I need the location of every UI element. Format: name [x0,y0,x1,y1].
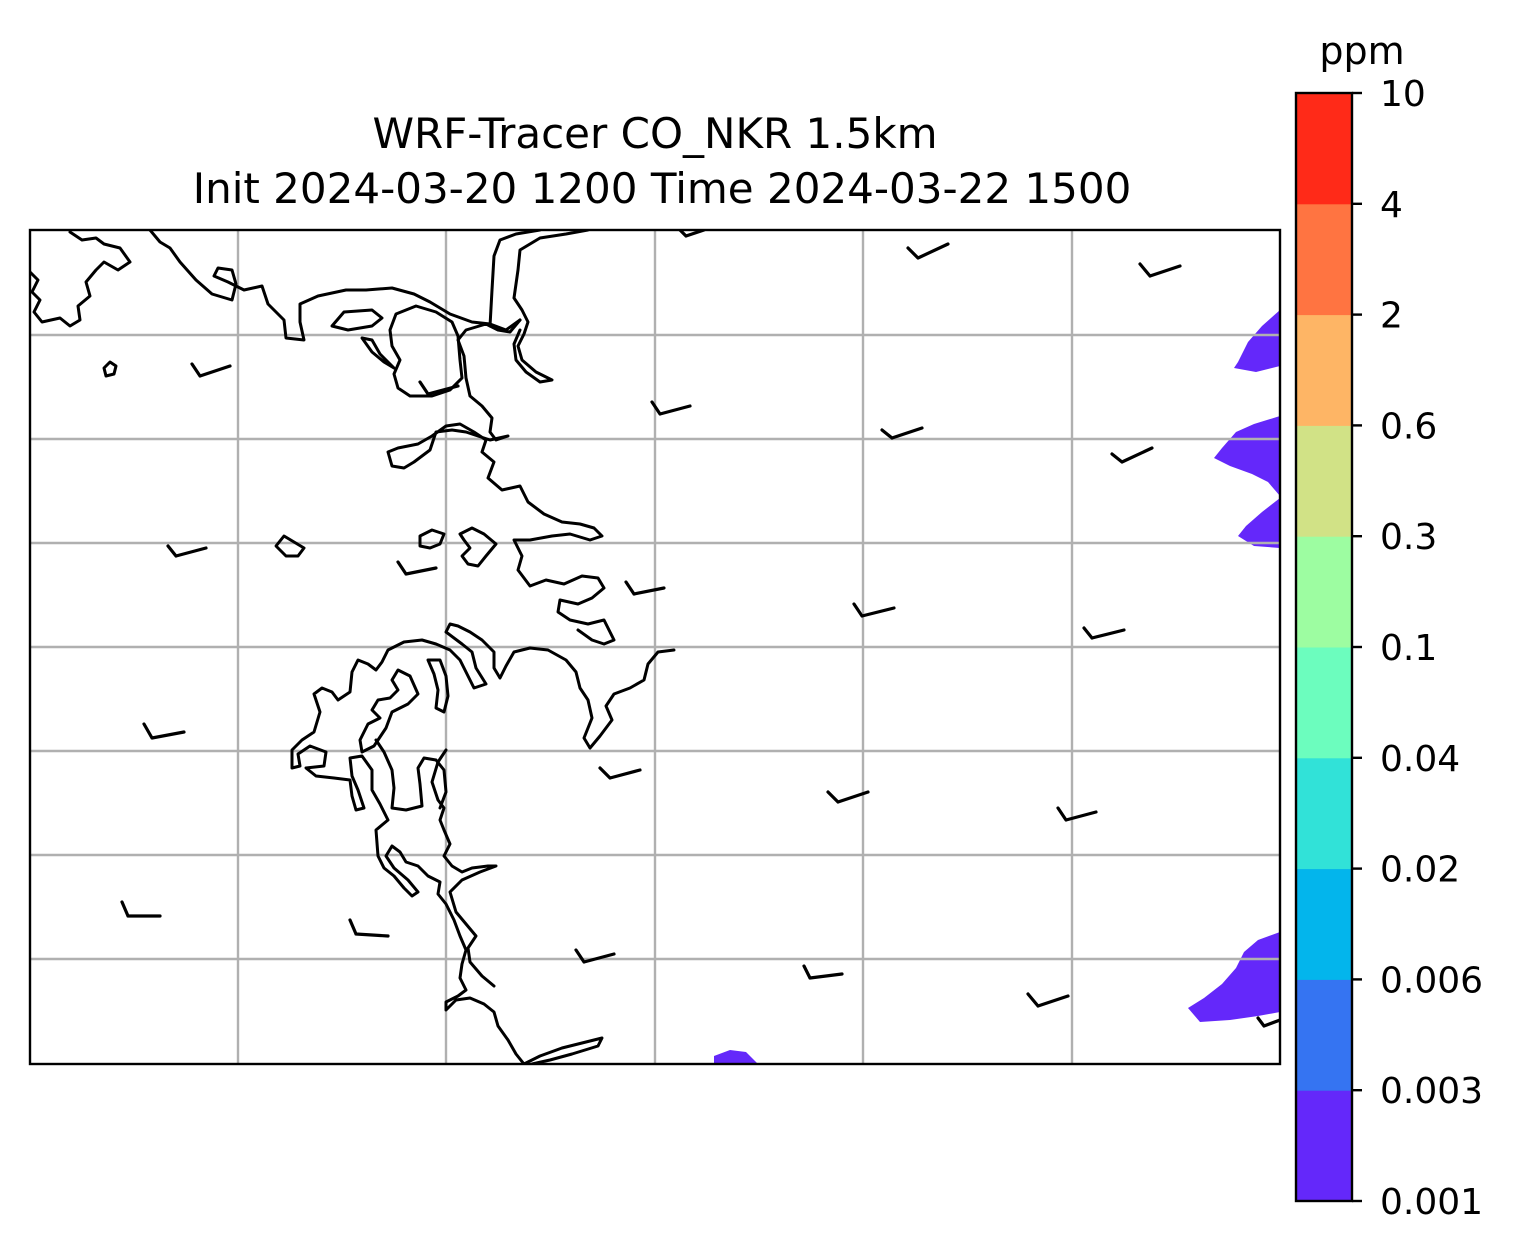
wind-barb [574,948,616,964]
coastline-west-coast [430,748,498,988]
wind-barbs [120,230,1280,1028]
colorbar-tick-label: 0.3 [1380,517,1437,558]
colorbar-tick-label: 0.001 [1380,1182,1483,1223]
wind-barb [852,602,896,618]
colorbar-band [1296,647,1352,759]
colorbar-tick-label: 0.1 [1380,628,1437,669]
colorbar-band [1296,203,1352,316]
wind-barb [1256,1016,1280,1028]
tracer-region-right-lower [1188,932,1280,1022]
coastline-inlet [330,308,384,332]
wind-barb [120,900,162,918]
colorbar-band [1296,93,1352,205]
wind-barb [1056,806,1098,822]
coastline-river-n [488,230,590,384]
wind-barb [826,790,870,804]
wind-barb [142,722,186,740]
coastline-bay [374,738,448,812]
wind-barb [396,560,438,576]
colorbar-tick-label: 0.6 [1380,406,1437,447]
wind-barb [624,580,666,596]
coastline-island3 [274,534,306,558]
coastline-north [30,230,522,342]
tracer-fill-regions [714,310,1280,1064]
coastline-bay2 [358,668,420,754]
figure-title-line2: Init 2024-03-20 1200 Time 2024-03-22 150… [193,164,1132,213]
colorbar-unit-label: ppm [1319,29,1404,73]
colorbar-band [1296,314,1352,426]
wind-barb [1138,262,1182,278]
colorbar-band [1296,425,1352,537]
figure-title-line1: WRF-Tracer CO_NKR 1.5km [372,109,937,158]
coastline-island1 [418,528,446,550]
colorbar-band [1296,757,1352,870]
tracer-region-right-middle [1214,416,1280,496]
colorbar-tick-label: 0.003 [1380,1071,1483,1112]
colorbar: 0.001 0.003 0.006 0.02 0.04 0.1 0.3 0.6 2 4 10 [1294,74,1483,1223]
wind-barb [1110,446,1154,464]
tracer-region-right-upper [1234,310,1280,372]
wind-barb [880,426,924,440]
wind-barb [1082,626,1126,640]
colorbar-band [1296,868,1352,980]
tracer-region-right-middle2 [1238,498,1280,548]
colorbar-band [1296,979,1352,1091]
coastline-inlet2 [360,336,396,370]
wind-barb [906,242,950,260]
colorbar-band [1296,1090,1352,1202]
colorbar-tick-label: 10 [1380,74,1426,115]
tracer-region-bottom-center [714,1050,758,1064]
map-area [30,230,1280,1064]
colorbar-band [1296,536,1352,648]
coastlines [30,230,676,1064]
coastline-island4 [102,360,118,378]
wind-barb [166,544,208,558]
colorbar-tick-label: 4 [1380,185,1403,226]
coastline-bay3 [426,658,450,714]
coastline-fjord1 [388,304,464,398]
colorbar-tick-label: 0.006 [1380,960,1483,1001]
map-frame [28,228,1282,1066]
wind-barb [1026,992,1070,1008]
wind-barb [650,400,692,416]
wind-barb [348,918,390,938]
colorbar-tick-label: 2 [1380,296,1403,337]
coastline-island2 [458,526,498,568]
colorbar-tick-label: 0.02 [1380,850,1460,891]
coastline-central [290,622,676,1064]
coastline-river-bottom [386,318,616,646]
wind-barb [598,766,642,780]
wind-barb [190,362,232,378]
wind-barb [802,964,844,980]
colorbar-tick-label: 0.04 [1380,739,1460,780]
wind-barb [418,380,460,396]
